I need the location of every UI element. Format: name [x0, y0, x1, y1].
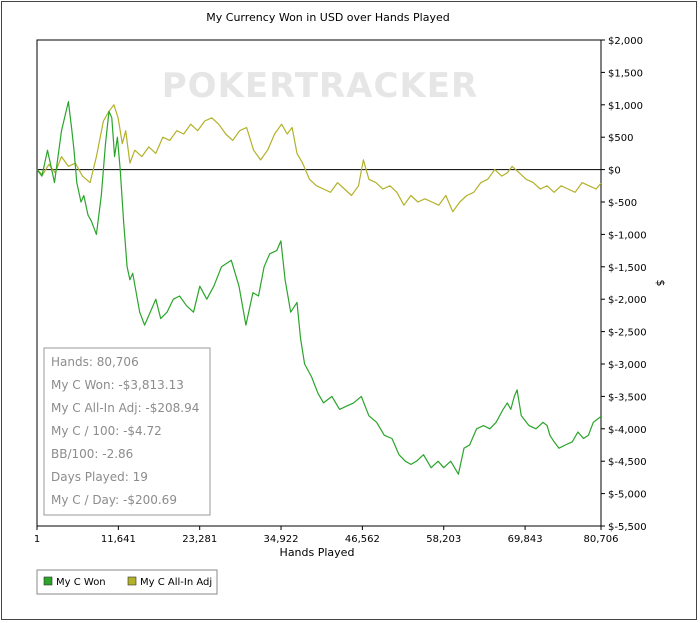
x-tick-label: 46,562	[345, 534, 380, 545]
stats-box-border	[43, 347, 211, 516]
stat-line: My C Won: -$3,813.13	[51, 378, 184, 392]
legend-entry: My C Won	[56, 577, 106, 588]
series-line-my-c-all-in-adj	[36, 104, 602, 213]
y-axis: $2,000 $1,500 $1,000 $500 $0 $-500 $-1,000 $-1,…	[601, 36, 647, 533]
y-tick-label: $-1,000	[608, 230, 647, 241]
x-tick-label: 69,843	[508, 534, 543, 545]
y-tick-label: $-2,000	[608, 295, 647, 306]
y-tick-label: $1,000	[608, 101, 643, 112]
legend-swatch	[127, 576, 137, 586]
y-tick-label: $2,000	[608, 36, 643, 47]
y-tick-label: $-2,500	[608, 328, 647, 339]
series-group	[36, 100, 602, 475]
stat-line: My C All-In Adj: -$208.94	[51, 401, 199, 415]
x-tick-label: 1	[34, 534, 40, 545]
plot-area	[36, 39, 602, 527]
watermark: POKERTRACKER	[162, 66, 478, 106]
stat-line: Hands: 80,706	[51, 355, 139, 369]
stat-line: My C / 100: -$4.72	[51, 424, 162, 438]
y-tick-label: $-5,000	[608, 490, 647, 501]
legend-box	[36, 569, 218, 595]
chart-title: My Currency Won in USD over Hands Played	[206, 11, 449, 24]
x-axis-title: Hands Played	[280, 546, 355, 559]
stat-line: BB/100: -2.86	[51, 447, 133, 461]
x-tick-label: 34,922	[264, 534, 299, 545]
y-tick-label: $-3,000	[608, 360, 647, 371]
y-tick-label: $-3,500	[608, 392, 647, 403]
y-axis-title: $	[654, 280, 667, 287]
series-line-my-c-won	[36, 100, 602, 475]
y-tick-label: $1,500	[608, 68, 643, 79]
x-tick-label: 11,641	[101, 534, 136, 545]
legend-swatch	[43, 576, 53, 586]
stat-line: My C / Day: -$200.69	[51, 493, 177, 507]
stats-box: Hands: 80,706 My C Won: -$3,813.13 My C Al…	[43, 347, 211, 516]
y-tick-label: $0	[608, 166, 621, 177]
y-tick-label: $-5,500	[608, 522, 647, 533]
y-tick-label: $-500	[608, 198, 637, 209]
legend-entry: My C All-In Adj	[140, 577, 212, 588]
y-tick-label: $-1,500	[608, 263, 647, 274]
x-tick-label: 23,281	[182, 534, 217, 545]
y-tick-label: $-4,000	[608, 425, 647, 436]
y-tick-label: $500	[608, 133, 633, 144]
x-tick-label: 80,706	[584, 534, 619, 545]
legend: My C Won My C All-In Adj	[36, 569, 218, 595]
x-axis: 1 11,641 23,281 34,922 46,562 58,203 69,843 80,…	[34, 526, 619, 545]
stat-line: Days Played: 19	[51, 470, 148, 484]
x-tick-label: 58,203	[426, 534, 461, 545]
y-tick-label: $-4,500	[608, 457, 647, 468]
